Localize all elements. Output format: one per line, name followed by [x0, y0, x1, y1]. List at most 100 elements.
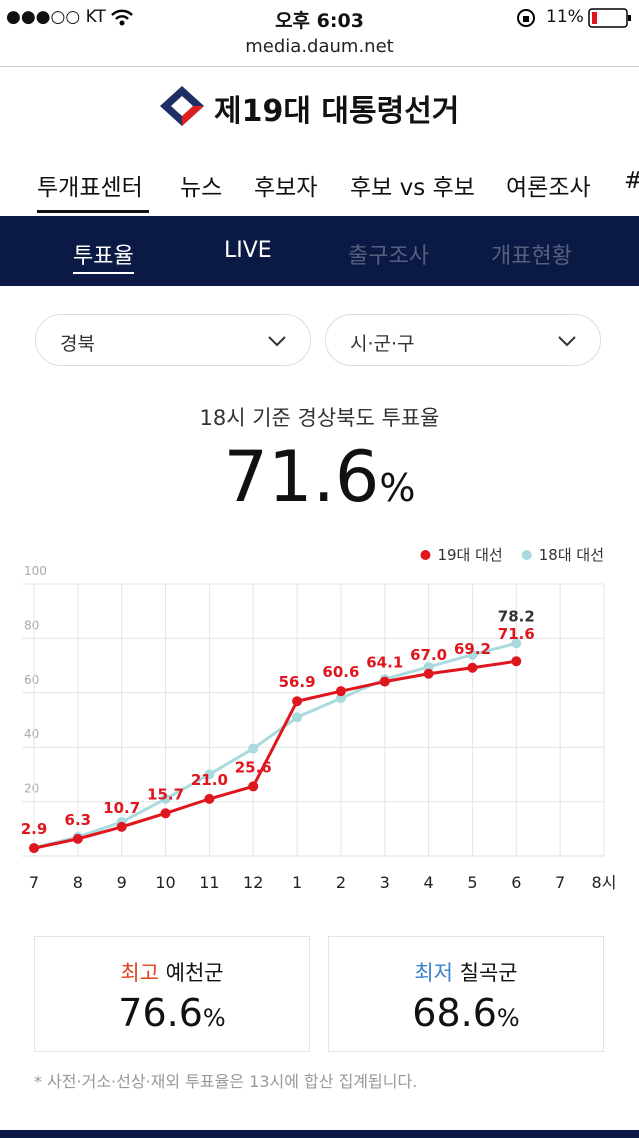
- y-tick-label: 100: [24, 564, 47, 578]
- data-point: [72, 833, 83, 844]
- site-title: 제19대 대통령선거: [214, 94, 460, 129]
- x-tick-label: 11: [199, 873, 219, 892]
- x-tick-label: 2: [336, 873, 346, 892]
- nav-tab[interactable]: 투개표센터: [37, 175, 143, 201]
- x-tick-label: 10: [155, 873, 175, 892]
- nav-tab[interactable]: 여론조사: [506, 175, 591, 201]
- legend-label: 18대 대선: [539, 546, 604, 564]
- nav-tab[interactable]: 뉴스: [180, 175, 223, 201]
- y-tick-label: 60: [24, 673, 39, 687]
- lock-icon: [517, 9, 535, 27]
- x-tick-label: 9: [117, 873, 127, 892]
- battery-text: 11%: [546, 7, 584, 27]
- data-point: [292, 712, 303, 723]
- subnav-tab[interactable]: LIVE: [224, 238, 272, 263]
- value-label: 21.0: [191, 771, 228, 789]
- stat-box: 최저 칠곡군 68.6%: [328, 936, 604, 1052]
- url[interactable]: media.daum.net: [245, 36, 394, 57]
- legend-dot: [420, 550, 431, 560]
- select-text: 시·군·구: [350, 333, 415, 355]
- data-point: [335, 686, 346, 697]
- value-label: 15.7: [147, 785, 184, 803]
- clock: 오후 6:03: [275, 10, 364, 32]
- x-tick-label: 7: [555, 873, 565, 892]
- value-label: 6.3: [65, 811, 92, 829]
- stat-value: 76.6: [118, 991, 203, 1035]
- stat-label: 최저: [414, 961, 453, 985]
- data-point: [204, 769, 215, 780]
- select-text: 경북: [60, 333, 95, 355]
- value-label: 10.7: [103, 799, 140, 817]
- stat-region: 예천군: [165, 961, 224, 985]
- x-tick-label: 1: [292, 873, 302, 892]
- subnav-tab[interactable]: 개표현황: [491, 244, 572, 269]
- footer-bar: [0, 1130, 639, 1138]
- value-label: 2.9: [21, 820, 48, 838]
- headline-value: 71.6%: [0, 436, 639, 518]
- data-point: [467, 662, 478, 673]
- divider: [0, 66, 639, 67]
- value-label: 67.0: [410, 646, 447, 664]
- value-label: 25.6: [235, 758, 272, 776]
- data-point: [204, 793, 215, 804]
- y-tick-label: 80: [24, 618, 39, 632]
- nav-tab[interactable]: 후보자: [254, 175, 318, 201]
- series-line: [33, 659, 517, 850]
- data-point: [511, 638, 522, 649]
- data-point: [29, 843, 39, 854]
- data-point: [292, 696, 303, 707]
- data-point: [116, 821, 127, 832]
- nav-tab[interactable]: #: [624, 168, 639, 194]
- tab-underline: [37, 210, 149, 213]
- headline-caption: 18시 기준 경상북도 투표율: [199, 406, 440, 430]
- value-label: 69.2: [454, 640, 491, 658]
- data-point: [248, 781, 259, 792]
- region-select[interactable]: 경북: [35, 314, 311, 366]
- stat-region: 칠곡군: [459, 961, 518, 985]
- stat-box: 최고 예천군 76.6%: [34, 936, 310, 1052]
- value-label: 78.2: [498, 607, 535, 625]
- carrier: ●●●○○ KT: [6, 7, 106, 27]
- data-point: [511, 656, 522, 667]
- turnout-unit: %: [379, 466, 416, 510]
- value-label: 64.1: [366, 654, 403, 672]
- value-label: 60.6: [322, 663, 359, 681]
- legend-dot: [521, 550, 532, 560]
- data-point: [335, 693, 346, 704]
- chevron: [558, 336, 576, 347]
- value-label: 56.9: [279, 673, 316, 691]
- data-point: [379, 676, 390, 687]
- footnote: * 사전·거소·선상·재외 투표율은 13시에 합산 집계됩니다.: [34, 1072, 418, 1091]
- stat-unit: %: [202, 1004, 226, 1032]
- chevron: [268, 336, 286, 347]
- data-point: [467, 649, 478, 660]
- data-point: [160, 808, 171, 819]
- y-tick-label: 20: [24, 782, 39, 796]
- x-tick-label: 7: [29, 873, 39, 892]
- x-tick-label: 8: [73, 873, 83, 892]
- nav-tab[interactable]: 후보 vs 후보: [350, 175, 475, 201]
- x-tick-label: 4: [424, 873, 434, 892]
- data-point: [423, 668, 434, 679]
- subnav-tab[interactable]: 투표율: [73, 238, 134, 274]
- x-tick-label: 8시: [592, 873, 617, 892]
- stat-label: 최고: [120, 961, 159, 985]
- x-tick-label: 3: [380, 873, 390, 892]
- legend-label: 19대 대선: [437, 546, 502, 564]
- x-tick-label: 5: [467, 873, 477, 892]
- turnout-number: 71.6: [223, 436, 380, 518]
- data-point: [160, 793, 171, 804]
- wifi-icon: [111, 9, 133, 26]
- x-tick-label: 12: [243, 873, 263, 892]
- x-tick-label: 6: [511, 873, 521, 892]
- value-label: 71.6: [498, 625, 535, 643]
- subnav-tab[interactable]: 출구조사: [348, 244, 429, 269]
- stat-value: 68.6: [412, 991, 497, 1035]
- y-tick-label: 40: [24, 727, 39, 741]
- district-select[interactable]: 시·군·구: [325, 314, 601, 366]
- logo: [160, 86, 204, 126]
- data-point: [248, 743, 259, 754]
- subnav-bar: [0, 216, 639, 286]
